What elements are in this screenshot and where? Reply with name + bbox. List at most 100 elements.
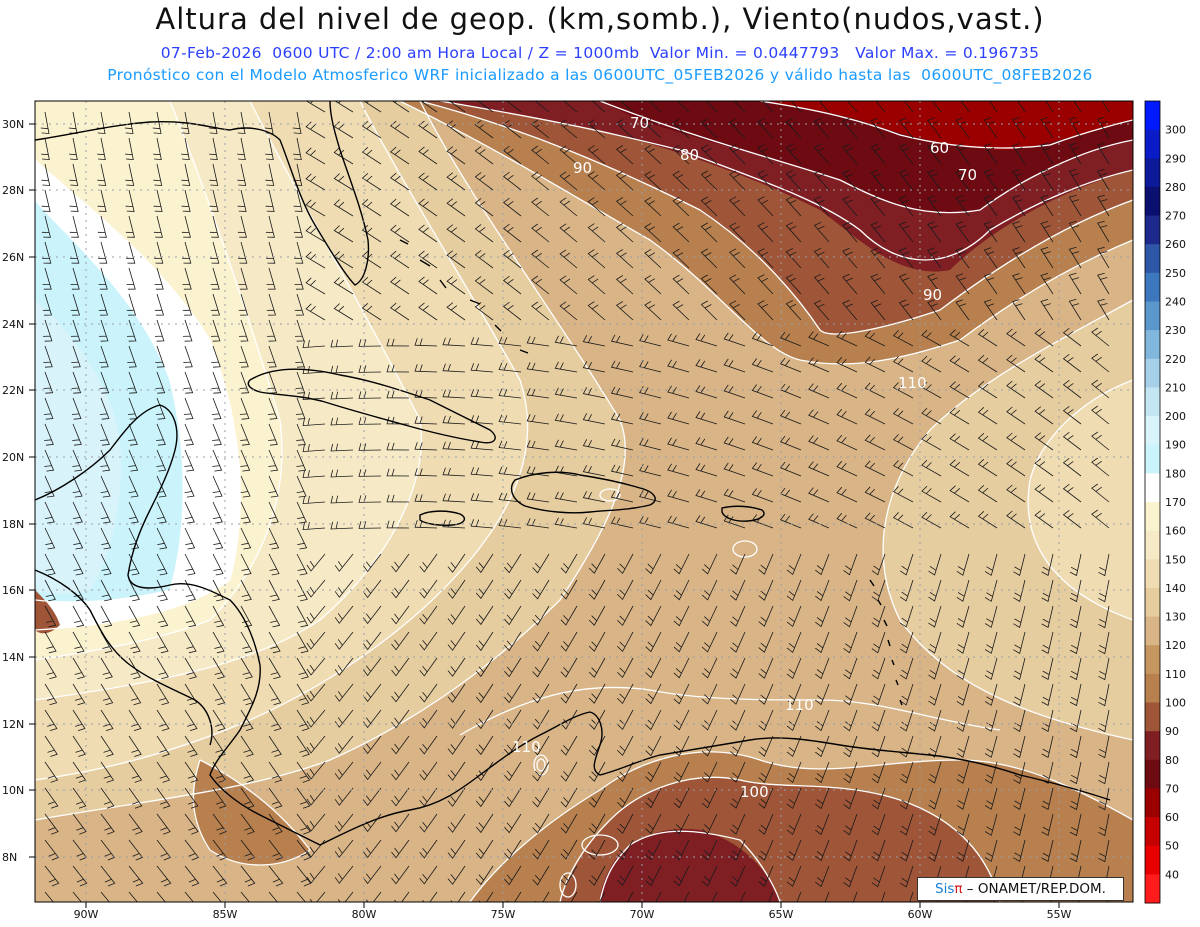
wind-barb — [44, 527, 56, 550]
wind-barb — [504, 579, 522, 600]
wind-barb — [673, 579, 690, 601]
wind-barb — [306, 761, 326, 780]
wind-barb — [729, 222, 746, 243]
wind-barb — [240, 527, 252, 550]
wind-barb — [419, 761, 438, 781]
wind-barb — [587, 301, 606, 321]
wind-barb — [414, 494, 438, 503]
wind-barb — [928, 631, 942, 654]
wind-barb — [184, 839, 200, 861]
wind-barb — [757, 274, 774, 295]
wind-barb — [899, 657, 914, 680]
wind-barb — [700, 248, 718, 269]
wind-barb — [44, 761, 59, 783]
wind-barb — [532, 787, 550, 808]
wind-barb — [723, 384, 746, 399]
wind-barb — [560, 761, 578, 782]
wind-barb — [154, 267, 164, 290]
wind-barb — [927, 195, 942, 217]
wind-barb — [42, 267, 52, 290]
wind-barb — [591, 891, 606, 902]
wind-barb — [695, 463, 718, 477]
wind-barb — [892, 330, 914, 347]
wind-barb — [673, 605, 690, 627]
wind-barb — [470, 389, 494, 399]
wind-barb — [72, 709, 86, 731]
wind-barb — [871, 839, 886, 862]
wind-barb — [899, 813, 914, 836]
wind-barb — [240, 865, 256, 887]
wind-barb — [701, 683, 718, 705]
colorbar-swatch — [1145, 673, 1160, 703]
wind-barb — [475, 657, 494, 678]
wind-barb — [751, 384, 774, 399]
wind-barb — [587, 223, 606, 243]
wind-barb — [730, 761, 746, 783]
wind-barb — [526, 440, 550, 451]
wind-barb — [212, 657, 225, 680]
wind-barb — [296, 839, 312, 861]
wind-barb — [296, 501, 307, 524]
wind-barb — [391, 631, 410, 651]
wind-barb — [701, 761, 718, 783]
wind-barb — [645, 631, 662, 653]
colorbar-swatch — [1145, 101, 1160, 131]
wind-barb — [645, 839, 662, 861]
wind-barb — [779, 513, 802, 529]
wind-barb — [334, 605, 354, 624]
wind-barb — [475, 709, 494, 730]
wind-barb — [701, 813, 718, 835]
wind-barb — [506, 101, 522, 113]
wind-barb — [813, 221, 830, 243]
wind-barb — [44, 423, 54, 446]
lat-label: 22N — [2, 384, 24, 397]
wind-barb — [532, 683, 550, 704]
wind-barb — [237, 137, 246, 161]
lon-label: 80W — [352, 908, 377, 921]
wind-barb — [44, 449, 55, 472]
wind-barb — [983, 247, 998, 269]
wind-barb — [644, 274, 662, 295]
wind-barb — [470, 415, 494, 425]
wind-barb — [293, 137, 302, 161]
lon-label: 60W — [908, 908, 933, 921]
wind-barb — [779, 357, 802, 373]
wind-barb — [238, 319, 249, 342]
wind-barb — [610, 438, 634, 451]
wind-barb — [419, 657, 438, 677]
wind-barb — [1041, 553, 1054, 577]
wind-barb — [265, 163, 275, 186]
wind-barb — [210, 267, 220, 290]
wind-barb — [420, 101, 438, 113]
wind-barb — [265, 215, 275, 238]
wind-barb — [209, 137, 218, 161]
wind-barb — [44, 891, 54, 902]
lat-label: 24N — [2, 318, 24, 331]
wind-barb — [531, 249, 550, 269]
wind-barb — [156, 813, 171, 835]
wind-barb — [334, 657, 354, 676]
wind-barb — [864, 434, 886, 451]
wind-barb — [785, 274, 802, 295]
wind-barb — [984, 813, 998, 836]
wind-barb — [414, 416, 438, 425]
wind-barb — [334, 101, 354, 113]
wind-barb — [1098, 761, 1110, 785]
wind-barb — [238, 241, 248, 264]
colorbar-label: 240 — [1165, 296, 1186, 309]
wind-barb — [899, 839, 914, 862]
wind-barb — [588, 579, 606, 600]
wind-barb — [498, 492, 522, 503]
colorbar-swatch — [1145, 702, 1160, 732]
wind-barb — [330, 391, 354, 400]
wind-barb — [72, 475, 83, 498]
wind-barb — [69, 189, 79, 212]
wind-barb — [1013, 813, 1026, 837]
wind-barb — [610, 360, 634, 373]
wind-barb — [128, 683, 142, 706]
wind-barb — [268, 787, 283, 809]
wind-barb — [639, 412, 662, 425]
wind-barb — [723, 462, 746, 477]
wind-barb — [71, 397, 82, 420]
wind-barb — [786, 813, 802, 836]
